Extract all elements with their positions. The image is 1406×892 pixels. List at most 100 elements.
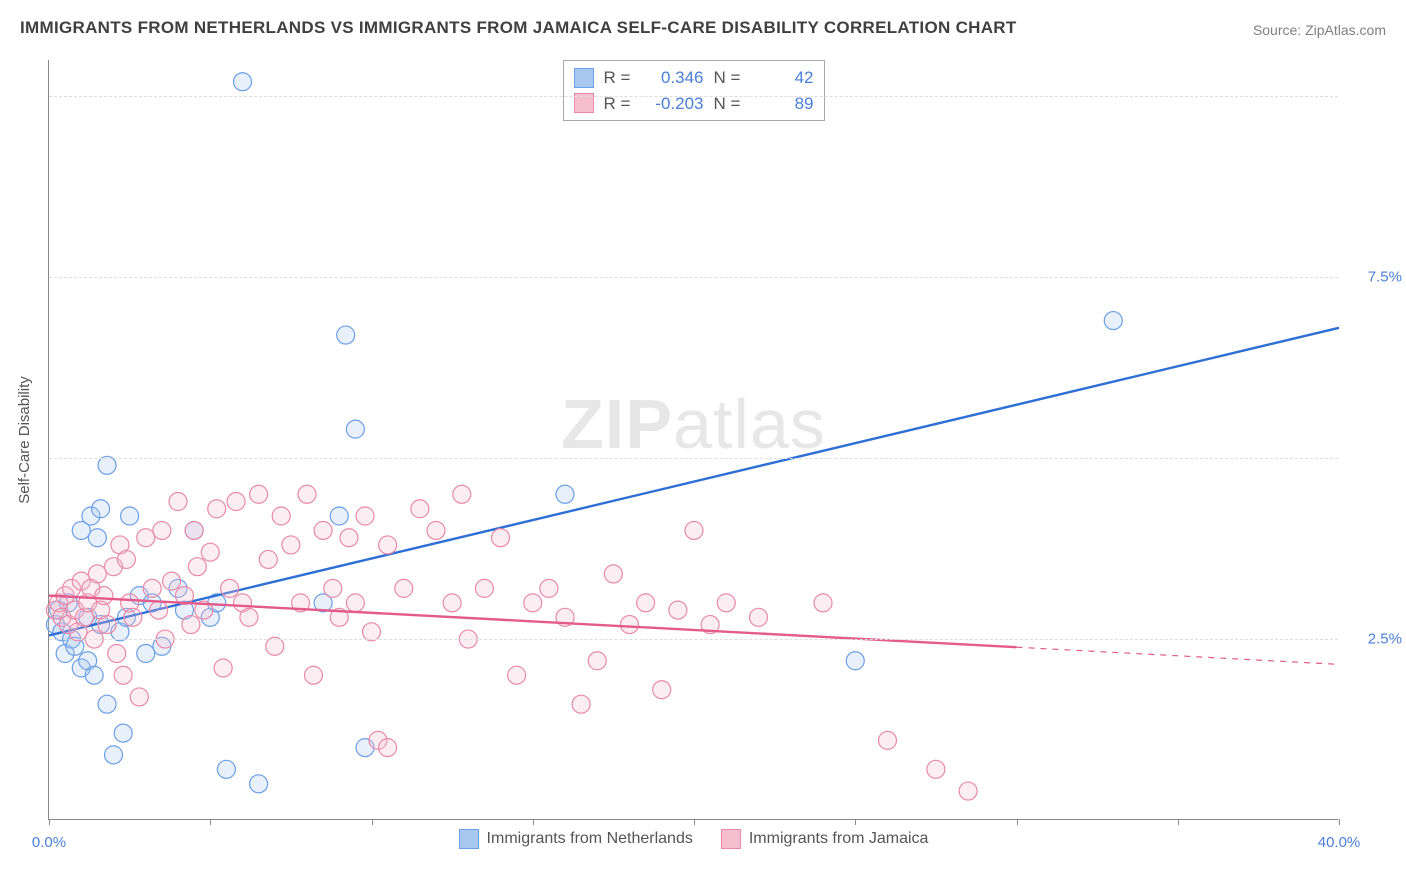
data-point-netherlands [330,507,348,525]
data-point-jamaica [524,594,542,612]
chart-title: IMMIGRANTS FROM NETHERLANDS VS IMMIGRANT… [20,18,1017,38]
data-point-netherlands [250,775,268,793]
source-label: Source: [1253,22,1301,38]
data-point-netherlands [556,485,574,503]
data-point-jamaica [163,572,181,590]
swatch-netherlands [574,68,594,88]
r-value: -0.203 [642,91,704,117]
data-point-jamaica [379,536,397,554]
data-point-jamaica [959,782,977,800]
x-tick [49,819,50,825]
data-point-jamaica [214,659,232,677]
n-label: N = [714,65,742,91]
data-point-jamaica [188,558,206,576]
x-tick [855,819,856,825]
legend-label-netherlands: Immigrants from Netherlands [487,830,693,848]
data-point-jamaica [108,645,126,663]
data-point-jamaica [169,493,187,511]
y-tick-label: 2.5% [1368,631,1402,648]
data-point-jamaica [185,521,203,539]
data-point-jamaica [153,521,171,539]
data-point-jamaica [124,608,142,626]
data-point-jamaica [250,485,268,503]
x-tick [694,819,695,825]
data-point-netherlands [346,420,364,438]
y-axis-label: Self-Care Disability [16,376,33,504]
data-point-jamaica [304,666,322,684]
data-point-netherlands [234,73,252,91]
data-point-jamaica [346,594,364,612]
data-point-jamaica [259,550,277,568]
n-value: 89 [752,91,814,117]
legend-item-netherlands: Immigrants from Netherlands [459,829,693,849]
n-label: N = [714,91,742,117]
data-point-jamaica [182,616,200,634]
data-point-jamaica [572,695,590,713]
data-point-netherlands [85,666,103,684]
data-point-jamaica [411,500,429,518]
data-point-jamaica [508,666,526,684]
data-point-netherlands [92,500,110,518]
x-tick [1017,819,1018,825]
data-point-netherlands [121,507,139,525]
data-point-jamaica [98,616,116,634]
data-point-jamaica [314,521,332,539]
x-tick [1178,819,1179,825]
bottom-legend: Immigrants from Netherlands Immigrants fr… [459,829,929,849]
plot-area: ZIPatlas R =0.346N =42R =-0.203N =89 Imm… [48,60,1338,820]
data-point-jamaica [379,739,397,757]
stats-row-netherlands: R = 0.346 N = 42 [574,65,814,91]
data-point-jamaica [130,688,148,706]
data-point-jamaica [879,731,897,749]
r-label: R = [604,65,632,91]
data-point-netherlands [98,695,116,713]
data-point-jamaica [208,500,226,518]
data-point-jamaica [356,507,374,525]
data-point-netherlands [337,326,355,344]
data-point-jamaica [588,652,606,670]
data-point-jamaica [340,529,358,547]
data-point-netherlands [137,645,155,663]
data-point-jamaica [240,608,258,626]
data-point-jamaica [604,565,622,583]
data-point-jamaica [443,594,461,612]
data-point-netherlands [88,529,106,547]
x-tick [1339,819,1340,825]
chart-container: IMMIGRANTS FROM NETHERLANDS VS IMMIGRANT… [0,0,1406,892]
data-point-jamaica [114,666,132,684]
data-point-jamaica [150,601,168,619]
legend-item-jamaica: Immigrants from Jamaica [721,829,929,849]
stats-row-jamaica: R = -0.203 N = 89 [574,91,814,117]
x-tick [210,819,211,825]
data-point-jamaica [324,579,342,597]
data-point-jamaica [298,485,316,503]
data-point-jamaica [540,579,558,597]
data-point-jamaica [750,608,768,626]
data-point-jamaica [427,521,445,539]
data-point-jamaica [201,543,219,561]
data-point-jamaica [117,550,135,568]
data-point-netherlands [105,746,123,764]
data-point-jamaica [395,579,413,597]
legend-label-jamaica: Immigrants from Jamaica [749,830,929,848]
stats-legend: R = 0.346 N = 42 R = -0.203 N = 89 [563,60,825,121]
r-value: 0.346 [642,65,704,91]
legend-swatch-jamaica [721,829,741,849]
data-point-jamaica [95,587,113,605]
data-point-jamaica [282,536,300,554]
source-link[interactable]: ZipAtlas.com [1305,22,1386,38]
data-point-jamaica [653,681,671,699]
data-point-jamaica [272,507,290,525]
scatter-plot-svg [49,60,1338,819]
r-label: R = [604,91,632,117]
gridline [49,458,1338,459]
n-value: 42 [752,65,814,91]
trend-line-dashed-jamaica [1017,647,1340,664]
data-point-jamaica [814,594,832,612]
x-tick [533,819,534,825]
legend-swatch-netherlands [459,829,479,849]
x-tick [372,819,373,825]
y-tick-label: 7.5% [1368,269,1402,286]
x-tick-label: 40.0% [1318,834,1361,851]
data-point-jamaica [221,579,239,597]
